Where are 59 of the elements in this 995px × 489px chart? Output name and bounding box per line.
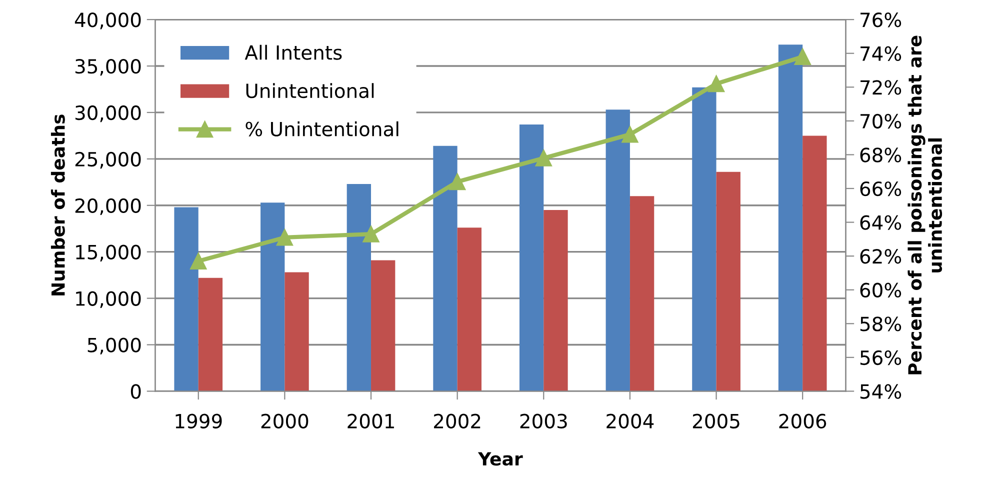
y2-tick-label: 64%: [860, 215, 902, 230]
y-axis-title: Number of deaths: [50, 114, 65, 296]
x-tick-label: 2004: [606, 414, 654, 428]
point: [190, 252, 207, 270]
point: [622, 126, 638, 143]
point: [362, 226, 380, 242]
y2-tick-label: 72%: [860, 80, 902, 95]
y2-tick-label: 76%: [860, 12, 902, 28]
y2-tick-label: 56%: [860, 350, 902, 366]
point: [535, 150, 552, 166]
y2-tick-label: 66%: [860, 181, 902, 196]
point: [276, 229, 294, 246]
y2-tick-label: 54%: [860, 384, 902, 399]
legend-label: % Unintentional: [246, 121, 398, 136]
point: [708, 75, 725, 92]
y2-tick-label: 74%: [860, 46, 902, 62]
bar: [716, 172, 740, 392]
bar: [802, 136, 827, 392]
bar: [519, 124, 544, 392]
bar: [371, 260, 396, 392]
x-tick-label: 2001: [348, 414, 394, 428]
x-tick-label: 2003: [520, 414, 567, 428]
y2-axis-title: Percent of all poisonings that are unintentional: [908, 36, 942, 374]
bar: [346, 184, 372, 392]
point: [794, 48, 811, 66]
legend-label: Unintentional: [246, 83, 374, 98]
bar: [260, 202, 285, 392]
x-tick-label: 2006: [779, 414, 826, 428]
y-tick-label: 15,000: [76, 244, 141, 262]
y2-tick-label: 68%: [860, 148, 902, 162]
y2-tick-label: 60%: [860, 282, 902, 298]
y-tick-label: 0: [130, 384, 141, 399]
bar: [174, 207, 198, 392]
bar: [630, 196, 654, 392]
legend-label: All Intents: [244, 44, 342, 60]
y-tick-label: 40,000: [74, 12, 141, 30]
bar: [284, 272, 309, 392]
bar: [198, 278, 223, 392]
y-tick-label: 30,000: [75, 105, 141, 122]
bar: [692, 87, 716, 392]
x-tick-label: 2005: [692, 414, 740, 428]
x-tick-label: 2000: [261, 414, 308, 428]
x-tick-label: 1999: [176, 414, 222, 428]
y-tick-label: 20,000: [75, 198, 141, 216]
point: [448, 173, 466, 190]
bar: [457, 228, 482, 392]
x-axis-title: Year: [478, 452, 523, 466]
x-tick-label: 2002: [434, 414, 480, 428]
y-tick-label: 35,000: [75, 58, 141, 76]
y-tick-label: 10,000: [76, 291, 141, 308]
bar: [544, 210, 568, 392]
y2-tick-label: 58%: [860, 316, 902, 332]
bar: [778, 44, 803, 392]
bar: [433, 146, 458, 392]
y-tick-label: 5,000: [88, 338, 141, 354]
y2-tick-label: 62%: [860, 249, 902, 264]
y2-tick-label: 70%: [860, 114, 902, 129]
bar: [606, 110, 630, 392]
y-tick-label: 25,000: [75, 152, 141, 169]
